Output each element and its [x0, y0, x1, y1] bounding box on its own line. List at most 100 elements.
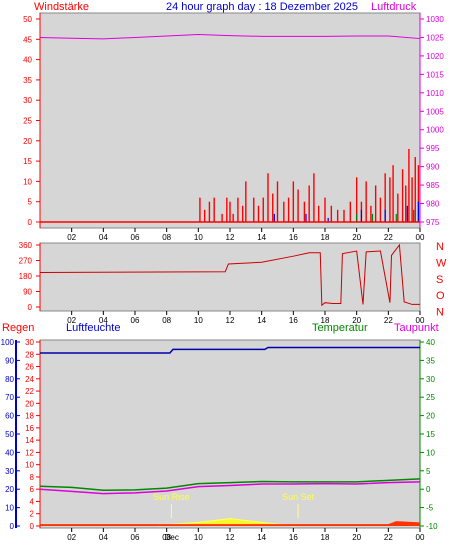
pressure-y-tick-label: 1005: [426, 107, 444, 116]
sunrise-label: Sun Rise: [153, 492, 190, 502]
wind-x-tick-label: 20: [352, 233, 361, 242]
pressure-y-tick-label: 1000: [426, 126, 444, 135]
direction-x-tick-label: 18: [321, 316, 330, 325]
wind-y-tick-label: 10: [23, 177, 32, 186]
pressure-y-tick-label: 1030: [426, 15, 444, 24]
compass-label: O: [436, 290, 445, 302]
temperature-line: [39, 478, 421, 492]
wind-x-tick-label: 12: [226, 233, 235, 242]
rain-y-tick-label: 16: [25, 424, 34, 433]
rain-y-tick-label: 20: [25, 399, 34, 408]
wind-x-tick-label: 22: [384, 233, 393, 242]
humidity-x-tick-label: 12: [226, 533, 235, 542]
wind-x-tick-label: 18: [321, 233, 330, 242]
wind-y-tick-label: 45: [23, 35, 32, 44]
humidity-y-tick-label: 90: [5, 356, 14, 365]
direction-y-tick-label: 0: [28, 303, 33, 312]
direction-x-tick-label: 10: [194, 316, 203, 325]
wind-x-tick-label: 00: [416, 233, 425, 242]
rain-area: [40, 521, 420, 526]
direction-x-tick-label: 12: [226, 316, 235, 325]
temperature-y-tick-label: 25: [426, 393, 435, 402]
rain-y-tick-label: 24: [25, 375, 34, 384]
rain-y-tick-label: 22: [25, 387, 34, 396]
direction-x-tick-label: 00: [416, 316, 425, 325]
pressure-y-tick-label: 980: [426, 200, 440, 209]
direction-x-tick-label: 02: [67, 316, 76, 325]
humidity-y-tick-label: 60: [5, 412, 14, 421]
dewpoint-axis-title: Taupunkt: [394, 322, 439, 334]
pressure-y-tick-label: 995: [426, 144, 440, 153]
rain-y-tick-label: 12: [25, 448, 34, 457]
humidity-line: [40, 346, 420, 354]
humidity-y-tick-label: 50: [5, 430, 14, 439]
temperature-y-tick-label: -10: [426, 522, 438, 531]
rain-y-tick-label: 26: [25, 363, 34, 372]
compass-label: N: [436, 241, 444, 253]
humidity-y-tick-label: 20: [5, 485, 14, 494]
humidity-x-tick-label: 16: [289, 533, 298, 542]
wind-y-tick-label: 15: [23, 157, 32, 166]
temperature-y-tick-label: 15: [426, 430, 435, 439]
humidity-y-tick-label: 10: [5, 504, 14, 513]
direction-x-tick-label: 16: [289, 316, 298, 325]
pressure-y-tick-label: 985: [426, 181, 440, 190]
direction-x-tick-label: 22: [384, 316, 393, 325]
wind-y-tick-label: 5: [28, 198, 33, 207]
direction-y-tick-label: 270: [19, 257, 33, 266]
humidity-x-tick-label: 00: [416, 533, 425, 542]
compass-label: N: [436, 307, 444, 319]
wind-panel-frame: [39, 12, 421, 229]
pressure-y-tick-label: 1015: [426, 70, 444, 79]
pressure-y-tick-label: 1020: [426, 52, 444, 61]
wind-y-tick-label: 50: [23, 15, 32, 24]
humidity-x-tick-label: 18: [321, 533, 330, 542]
temperature-y-tick-label: 20: [426, 412, 435, 421]
pressure-y-tick-label: 1025: [426, 33, 444, 42]
compass-label: W: [436, 257, 447, 269]
rain-y-tick-label: 14: [25, 436, 34, 445]
rain-y-tick-label: 8: [30, 473, 35, 482]
wind-y-tick-label: 30: [23, 96, 32, 105]
humidity-x-tick-label: 14: [257, 533, 266, 542]
humidity-x-tick-label: 02: [67, 533, 76, 542]
humidity-x-tick-label: 08: [162, 533, 171, 542]
sunset-label: Sun Set: [282, 492, 315, 502]
humidity-x-tick-label: 22: [384, 533, 393, 542]
wind-y-tick-label: 40: [23, 56, 32, 65]
temperature-y-tick-label: 10: [426, 448, 435, 457]
wind-y-tick-label: 20: [23, 137, 32, 146]
wind-x-tick-label: 06: [131, 233, 140, 242]
direction-x-tick-label: 04: [99, 316, 108, 325]
wind-direction-line: [39, 243, 420, 307]
humidity-x-tick-label: 20: [352, 533, 361, 542]
rain-y-tick-label: 6: [30, 485, 35, 494]
rain-y-tick-label: 18: [25, 412, 34, 421]
direction-x-tick-label: 08: [162, 316, 171, 325]
rain-y-tick-label: 0: [30, 522, 35, 531]
rain-axis-title: Regen: [2, 322, 34, 334]
compass-label: S: [436, 274, 443, 286]
temperature-y-tick-label: 35: [426, 356, 435, 365]
wind-x-tick-label: 02: [67, 233, 76, 242]
month-tick-label: Dec: [165, 533, 179, 542]
humidity-y-tick-label: 40: [5, 448, 14, 457]
humidity-y-tick-label: 70: [5, 393, 14, 402]
humidity-panel-frame: [39, 339, 421, 529]
wind-x-tick-label: 10: [194, 233, 203, 242]
direction-y-tick-label: 360: [19, 241, 33, 250]
temperature-y-tick-label: 5: [426, 467, 431, 476]
wind-axis-title: Windstärke: [34, 1, 89, 13]
pressure-y-tick-label: 1010: [426, 89, 444, 98]
wind-x-tick-label: 08: [162, 233, 171, 242]
temperature-y-tick-label: 30: [426, 375, 435, 384]
rain-y-tick-label: 30: [25, 338, 34, 347]
solar-outline: [158, 518, 297, 527]
direction-x-tick-label: 14: [257, 316, 266, 325]
wind-y-tick-label: 0: [28, 218, 33, 227]
temperature-y-tick-label: 40: [426, 338, 435, 347]
wind-y-tick-label: 25: [23, 117, 32, 126]
temperature-y-tick-label: 0: [426, 485, 431, 494]
